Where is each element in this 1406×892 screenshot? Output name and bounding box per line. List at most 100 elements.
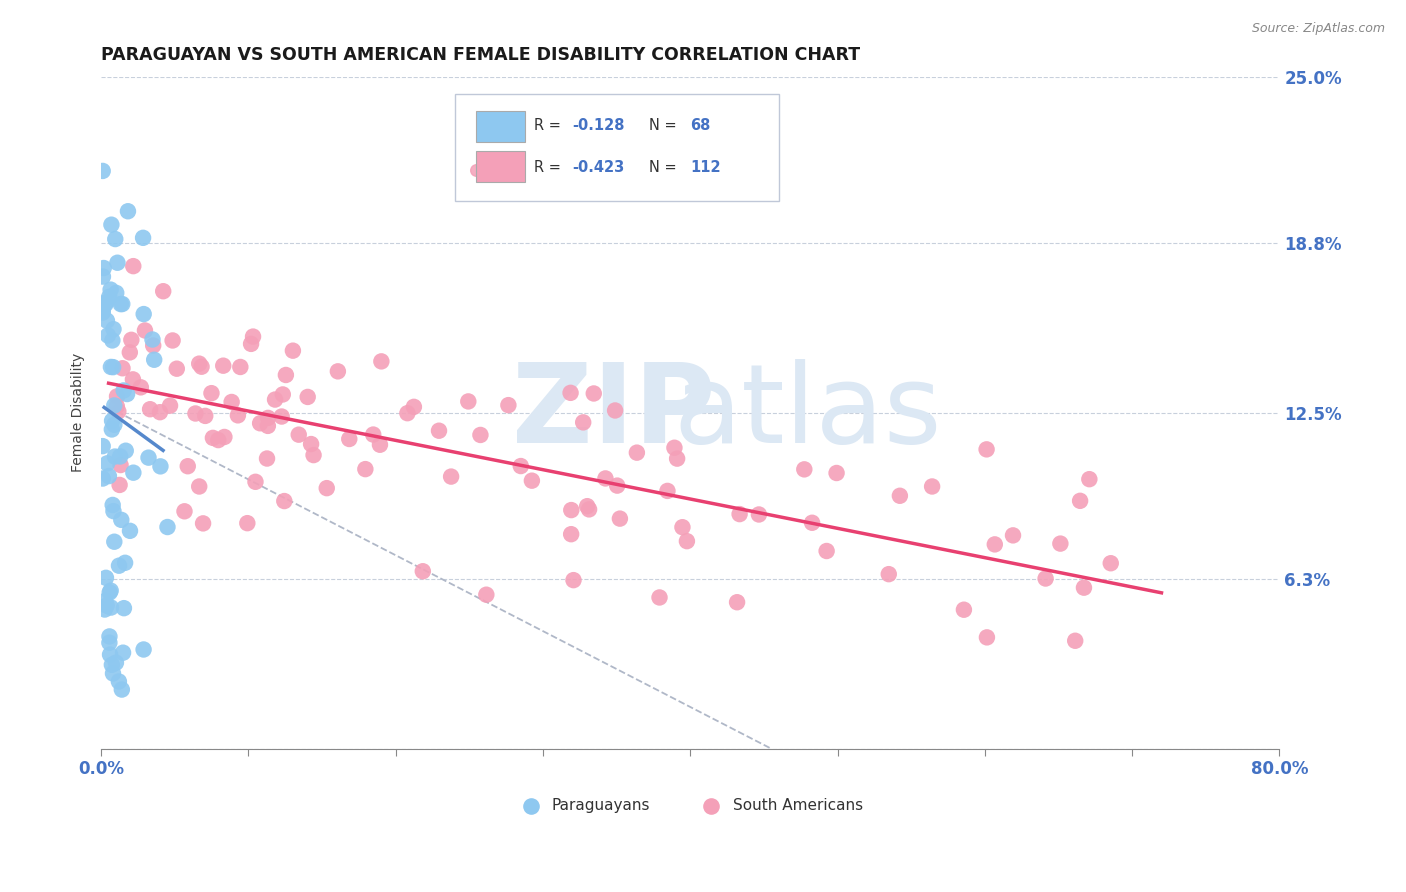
Point [101, 414, 124, 428]
Point [297, 390, 319, 404]
Point [921, 479, 943, 493]
Point [103, 417, 125, 432]
Point [240, 337, 263, 351]
Point [1049, 536, 1071, 550]
Point [270, 409, 292, 424]
Point [337, 432, 360, 446]
Point [94, 297, 117, 311]
Point [315, 481, 337, 495]
Point [111, 297, 134, 311]
Point [475, 588, 498, 602]
Point [236, 516, 259, 531]
Point [520, 474, 543, 488]
Text: Paraguayans: Paraguayans [551, 798, 650, 814]
Point [1099, 556, 1122, 570]
Point [96, 599, 118, 613]
Point [112, 384, 135, 398]
Point [166, 361, 188, 376]
Point [142, 338, 165, 352]
Point [108, 558, 131, 573]
Point [354, 462, 377, 476]
Point [825, 466, 848, 480]
Point [264, 392, 287, 407]
Point [104, 656, 127, 670]
Point [229, 359, 252, 374]
Point [98, 290, 121, 304]
Point [396, 406, 419, 420]
Point [976, 442, 998, 457]
Point [256, 451, 278, 466]
Point [104, 232, 127, 246]
Point [815, 544, 838, 558]
Point [97, 328, 120, 343]
Point [118, 524, 141, 538]
Point [101, 657, 124, 672]
Point [257, 418, 280, 433]
Point [103, 399, 125, 413]
Point [129, 380, 152, 394]
Point [117, 204, 139, 219]
Point [273, 494, 295, 508]
Point [156, 520, 179, 534]
Point [91, 303, 114, 318]
Point [626, 445, 648, 459]
Point [111, 361, 134, 376]
Text: -0.423: -0.423 [572, 160, 624, 175]
Point [245, 475, 267, 489]
Point [560, 385, 582, 400]
Point [498, 398, 520, 412]
Point [96, 456, 118, 470]
Point [91, 269, 114, 284]
Point [100, 218, 122, 232]
Point [281, 343, 304, 358]
Point [1064, 633, 1087, 648]
Text: South Americans: South Americans [733, 798, 863, 814]
Point [108, 478, 131, 492]
Point [105, 399, 128, 413]
Point [427, 424, 450, 438]
FancyBboxPatch shape [454, 94, 779, 202]
Point [143, 352, 166, 367]
Point [257, 410, 280, 425]
Y-axis label: Female Disability: Female Disability [72, 353, 86, 473]
FancyBboxPatch shape [475, 112, 526, 142]
Point [666, 451, 689, 466]
Point [115, 387, 138, 401]
Point [94, 594, 117, 608]
Point [120, 333, 142, 347]
Point [976, 631, 998, 645]
Point [132, 642, 155, 657]
Point [91, 439, 114, 453]
Point [100, 359, 122, 374]
Point [299, 437, 322, 451]
Point [572, 416, 595, 430]
Point [96, 313, 118, 327]
Point [98, 648, 121, 662]
Point [249, 417, 271, 431]
Text: N =: N = [650, 160, 682, 175]
Point [1001, 528, 1024, 542]
Point [103, 534, 125, 549]
Point [132, 231, 155, 245]
Point [370, 354, 392, 368]
Point [108, 450, 131, 464]
Point [93, 602, 115, 616]
Point [287, 427, 309, 442]
Point [201, 431, 224, 445]
Point [1069, 493, 1091, 508]
Point [91, 471, 114, 485]
Point [1073, 581, 1095, 595]
Point [101, 422, 124, 436]
Point [595, 471, 617, 485]
Point [200, 386, 222, 401]
Point [100, 583, 122, 598]
Point [671, 520, 693, 534]
Point [609, 511, 631, 525]
Text: PARAGUAYAN VS SOUTH AMERICAN FEMALE DISABILITY CORRELATION CHART: PARAGUAYAN VS SOUTH AMERICAN FEMALE DISA… [101, 46, 860, 64]
Point [188, 479, 211, 493]
Point [578, 502, 600, 516]
Point [104, 450, 127, 464]
Point [271, 387, 294, 401]
Point [953, 603, 976, 617]
Point [214, 430, 236, 444]
